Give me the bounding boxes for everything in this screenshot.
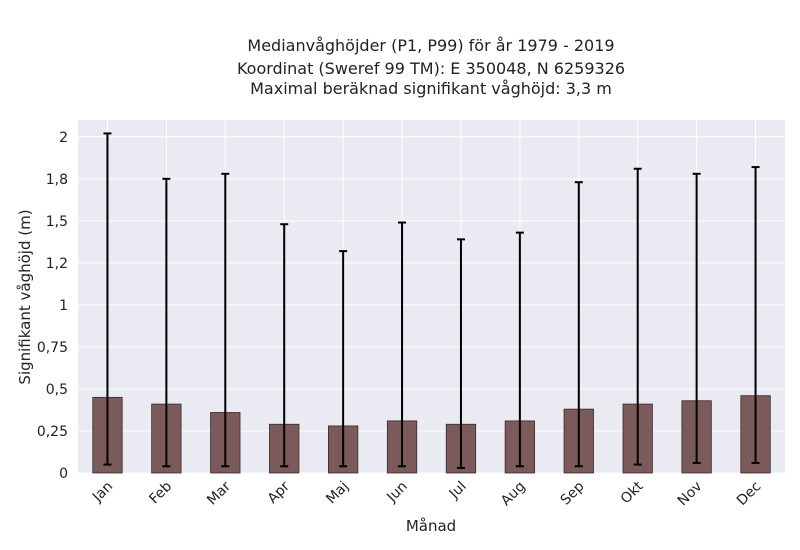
x-tick-label: Sep [558,478,588,508]
x-tick-label: Apr [265,478,294,507]
x-tick-label: Jun [383,479,410,506]
y-tick-label: 0 [59,466,68,482]
x-tick-label: Nov [675,479,706,510]
y-tick-label: 1,2 [46,256,68,272]
chart-title: Medianvåghöjder (P1, P99) för år 1979 - … [237,36,625,98]
y-tick-label: 0,75 [37,340,68,356]
y-tick-label: 0,5 [46,382,68,398]
y-tick-labels: 0 0,25 0,5 0,75 1 1,2 1,5 1,8 2 [37,130,68,482]
y-tick-label: 1,8 [46,172,68,188]
y-tick-label: 0,25 [37,424,68,440]
y-tick-label: 1,5 [46,214,68,230]
x-tick-labels: Jan Feb Mar Apr Maj Jun Jul Aug Sep Okt Nov Dec [89,478,764,509]
title-line-3: Maximal beräknad signifikant våghöjd: 3,… [250,79,612,98]
x-tick-label: Mar [204,478,234,508]
title-line-1: Medianvåghöjder (P1, P99) för år 1979 - … [247,36,614,55]
error-bars [103,132,760,469]
title-line-2: Koordinat (Sweref 99 TM): E 350048, N 62… [237,59,625,78]
x-axis-label: Månad [406,517,456,535]
x-tick-label: Jan [89,479,116,506]
x-tick-label: Feb [146,478,175,507]
x-tick-label: Aug [498,479,529,510]
x-tick-label: Jul [446,479,470,503]
x-tick-label: Okt [618,478,647,507]
x-tick-label: Maj [323,479,352,508]
x-tick-label: Dec [734,479,764,509]
y-tick-label: 1 [59,298,68,314]
y-axis-label: Signifikant våghöjd (m) [16,209,34,384]
y-tick-label: 2 [59,130,68,146]
plot-area [78,120,785,473]
